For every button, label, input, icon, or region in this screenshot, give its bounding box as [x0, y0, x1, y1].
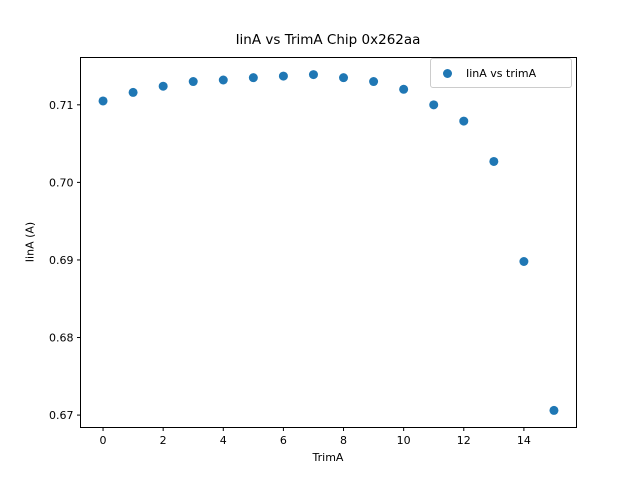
data-point: [459, 116, 469, 126]
data-point: [549, 405, 559, 415]
x-tick-label: 4: [220, 434, 227, 447]
data-point: [158, 81, 168, 91]
x-tick-label: 6: [280, 434, 287, 447]
legend-marker-icon: [443, 68, 452, 78]
data-point: [98, 96, 108, 106]
y-axis-label: IinA (A): [23, 221, 37, 263]
x-tick-label: 8: [340, 434, 347, 447]
legend: IinA vs trimA: [430, 58, 572, 88]
data-point: [248, 73, 258, 83]
data-point: [188, 77, 198, 87]
data-point: [489, 156, 499, 166]
y-tick-label: 0.70: [49, 176, 74, 189]
data-point: [519, 257, 529, 267]
data-point: [429, 100, 439, 110]
x-tick-label: 12: [457, 434, 471, 447]
x-tick-label: 2: [160, 434, 167, 447]
x-axis-label: TrimA: [312, 451, 344, 464]
data-point: [128, 87, 138, 97]
y-tick-label: 0.67: [49, 409, 74, 422]
x-tick-label: 10: [397, 434, 411, 447]
data-point: [308, 70, 318, 80]
y-tick-label: 0.71: [49, 99, 74, 112]
x-tick-label: 0: [100, 434, 107, 447]
data-point: [278, 71, 288, 81]
axes-frame: [80, 57, 577, 428]
data-point: [339, 73, 349, 83]
data-point: [218, 75, 228, 85]
y-tick-label: 0.69: [49, 254, 74, 267]
data-point: [369, 77, 379, 87]
y-tick-label: 0.68: [49, 332, 74, 345]
chart-title: IinA vs TrimA Chip 0x262aa: [235, 32, 421, 48]
legend-label: IinA vs trimA: [466, 66, 537, 80]
x-tick-label: 14: [517, 434, 531, 447]
data-point: [399, 84, 409, 94]
